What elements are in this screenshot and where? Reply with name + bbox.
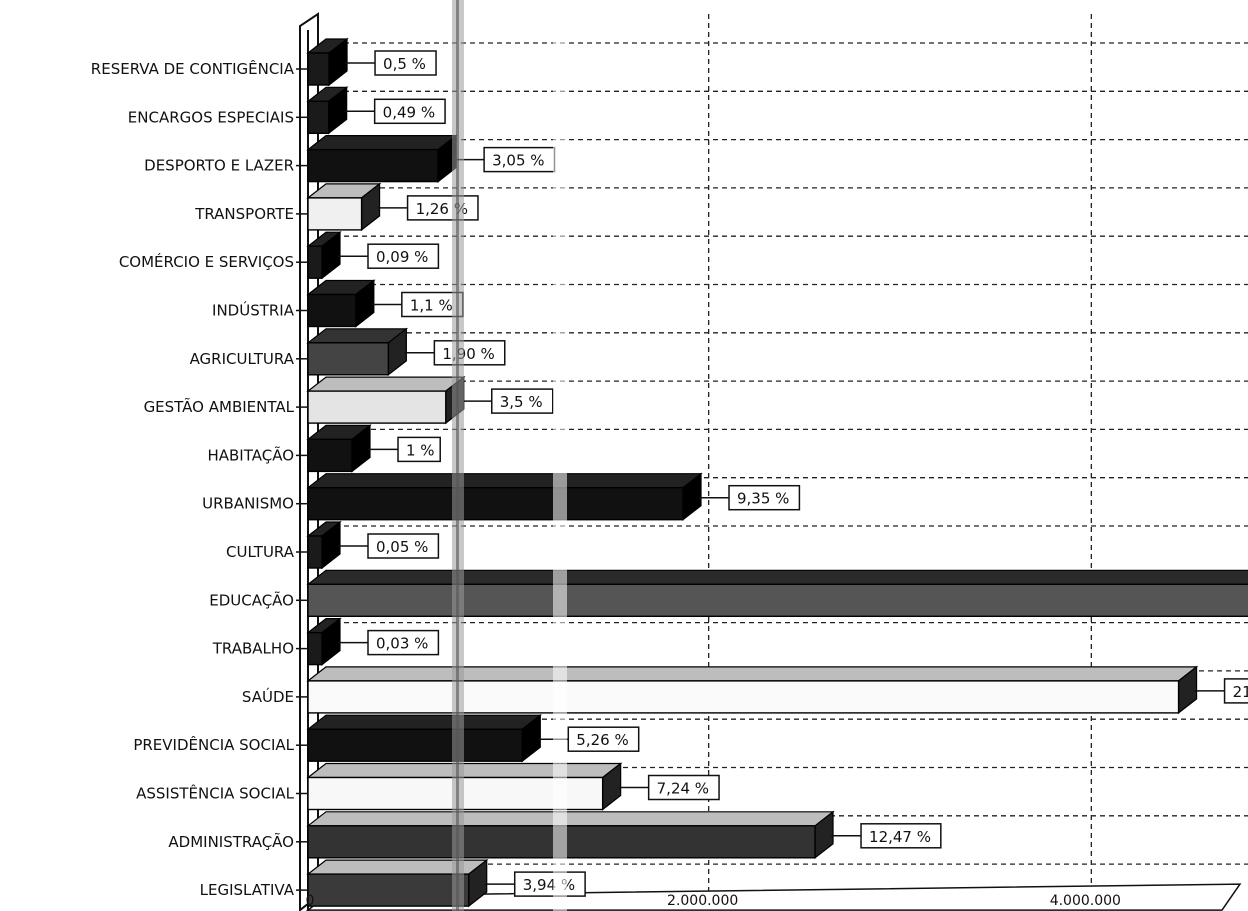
category-label-gestao-ambiental: GESTÃO AMBIENTAL	[144, 397, 295, 416]
data-label-encargos-especiais: 0,49 %	[383, 103, 435, 121]
bar-transporte	[307, 197, 363, 231]
data-label-box	[567, 726, 640, 752]
data-label-box	[491, 388, 554, 414]
bar-educacao	[307, 583, 1248, 617]
bars	[306, 37, 1248, 908]
scan-streak	[553, 0, 567, 911]
data-label-habitacao: 1 %	[406, 441, 435, 459]
bar-habitacao	[307, 438, 353, 473]
bar-comercio-e-servicos	[307, 245, 323, 279]
bar-desporto-e-lazer	[307, 148, 439, 183]
data-label-administracao: 12,47 %	[869, 828, 931, 846]
category-label-legislativa: LEGISLATIVA	[200, 881, 295, 899]
category-label-transporte: TRANSPORTE	[194, 205, 294, 223]
data-label-trabalho: 0,03 %	[376, 635, 428, 653]
scan-streak	[456, 0, 459, 911]
bar-urbanismo	[307, 487, 684, 521]
bar-encargos-especiais	[307, 100, 330, 135]
category-label-industria: INDÚSTRIA	[212, 301, 295, 320]
data-label-box	[1223, 678, 1248, 704]
category-label-desporto-e-lazer: DESPORTO E LAZER	[144, 157, 294, 175]
bar-agricultura	[307, 342, 390, 376]
data-label-desporto-e-lazer: 3,05 %	[492, 152, 544, 170]
data-label-box	[433, 340, 506, 366]
bar-top-assistencia-social	[306, 762, 623, 779]
category-label-previdencia-social: PREVIDÊNCIA SOCIAL	[133, 735, 294, 754]
data-label-industria: 1,1 %	[410, 297, 453, 315]
data-label-cultura: 0,05 %	[376, 538, 428, 556]
data-label-box	[513, 871, 586, 897]
data-label-box	[367, 629, 440, 656]
data-label-box	[367, 533, 440, 559]
data-label-box	[860, 823, 942, 849]
data-label-box	[647, 774, 720, 801]
data-label-urbanismo: 9,35 %	[737, 490, 789, 508]
category-label-reserva-de-contigencia: RESERVA DE CONTIGÊNCIA	[91, 59, 295, 78]
bar-trabalho	[307, 631, 323, 666]
bar-top-desporto-e-lazer	[306, 135, 458, 151]
bar-top-gestao-ambiental	[306, 376, 466, 392]
category-label-assistencia-social: ASSISTÊNCIA SOCIAL	[136, 784, 295, 803]
data-label-box	[728, 484, 801, 511]
category-label-encargos-especiais: ENCARGOS ESPECIAIS	[128, 108, 294, 126]
data-label-box	[367, 243, 440, 269]
data-label-legislativa: 3,94 %	[523, 876, 575, 894]
category-label-educacao: EDUCAÇÃO	[209, 590, 294, 609]
bar-saude	[307, 680, 1180, 714]
x-tick-label: 0	[306, 893, 315, 909]
bar-legislativa	[307, 873, 470, 907]
bar-reserva-de-contigencia	[307, 52, 330, 86]
data-label-gestao-ambiental: 3,5 %	[500, 393, 543, 411]
data-label-box	[373, 98, 446, 125]
data-label-comercio-e-servicos: 0,09 %	[376, 248, 428, 266]
data-label-agricultura: 1,90 %	[442, 345, 494, 363]
data-label-box	[406, 195, 479, 221]
category-label-administracao: ADMINISTRAÇÃO	[168, 832, 294, 851]
data-label-saude: 21,43 %	[1233, 683, 1248, 701]
bar-top-urbanismo	[306, 473, 703, 489]
category-label-cultura: CULTURA	[226, 543, 295, 561]
bar-industria	[307, 293, 357, 328]
labels: RESERVA DE CONTIGÊNCIA 0,5 % ENCARGOS ESPE…	[91, 50, 1248, 899]
data-label-box	[397, 436, 441, 463]
bar-top-previdencia-social	[306, 714, 543, 730]
scan-artifacts	[452, 0, 567, 911]
category-label-urbanismo: URBANISMO	[202, 495, 294, 513]
bar-gestao-ambiental	[307, 390, 447, 424]
data-label-reserva-de-contigencia: 0,5 %	[383, 55, 426, 73]
bar-previdencia-social	[307, 728, 523, 762]
x-tick-label: 4.000.000	[1050, 893, 1121, 909]
category-label-saude: SAÚDE	[242, 687, 294, 706]
category-label-habitacao: HABITAÇÃO	[207, 445, 294, 464]
bar-cultura	[307, 535, 323, 569]
category-label-agricultura: AGRICULTURA	[190, 350, 295, 368]
category-label-comercio-e-servicos: COMÉRCIO E SERVIÇOS	[119, 252, 294, 271]
category-label-trabalho: TRABALHO	[212, 640, 294, 658]
data-label-box	[374, 50, 437, 76]
bar-top-administracao	[306, 811, 835, 827]
data-label-previdencia-social: 5,26 %	[576, 731, 628, 749]
x-tick-label: 2.000.000	[667, 893, 738, 909]
bar-top-saude	[306, 666, 1199, 682]
data-label-assistencia-social: 7,24 %	[657, 780, 709, 798]
bar-top-educacao	[306, 569, 1248, 585]
